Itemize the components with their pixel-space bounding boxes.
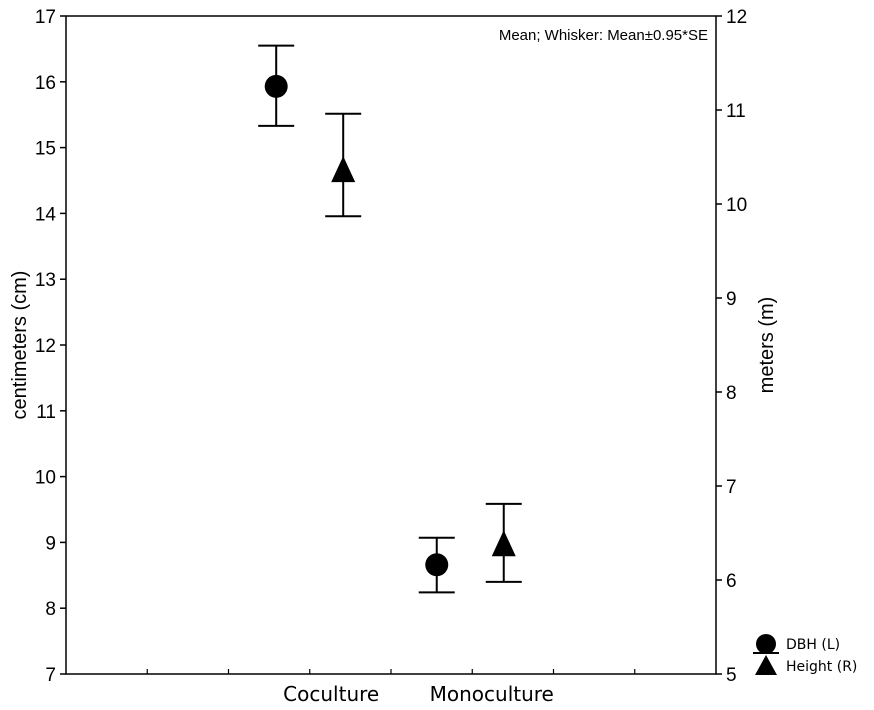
left-tick-label: 16	[35, 73, 56, 94]
right-tick-label: 8	[726, 383, 737, 404]
plot-area-frame	[65, 15, 717, 675]
legend-label: DBH (L)	[786, 637, 840, 653]
data-point-triangle	[491, 530, 516, 557]
left-tick-label: 7	[45, 665, 56, 686]
right-axis-title: meters (m)	[756, 297, 778, 394]
right-tick-label: 12	[726, 7, 747, 28]
right-tick-label: 11	[726, 101, 746, 122]
legend-marker-circle	[756, 634, 776, 654]
right-tick-label: 9	[726, 289, 737, 310]
left-tick-label: 10	[35, 468, 56, 489]
annotation-text: Mean; Whisker: Mean±0.95*SE	[499, 27, 708, 44]
data-point-circle	[264, 74, 288, 98]
category-label: Monoculture	[430, 682, 554, 706]
data-point-triangle	[331, 156, 356, 183]
left-tick-label: 8	[45, 599, 56, 620]
right-axis-ticks: 5 6 7 8 9 10 11 12	[716, 7, 747, 686]
category-label: Coculture	[283, 682, 379, 706]
left-tick-label: 13	[35, 270, 56, 291]
left-tick-label: 14	[35, 204, 57, 225]
legend-label: Height (R)	[786, 659, 857, 675]
left-tick-label: 12	[35, 336, 56, 357]
legend: DBH (L) Height (R)	[753, 634, 857, 675]
left-tick-label: 15	[35, 139, 56, 160]
bottom-axis-ticks: Coculture Monoculture	[146, 669, 636, 706]
right-tick-label: 10	[726, 195, 747, 216]
right-tick-label: 6	[726, 571, 737, 592]
left-tick-label: 9	[45, 533, 56, 554]
left-axis-title: centimeters (cm)	[9, 271, 31, 420]
legend-marker-triangle	[755, 655, 777, 675]
data-marks	[258, 44, 522, 594]
right-tick-label: 5	[726, 665, 737, 686]
data-point-circle	[425, 553, 449, 577]
left-axis-ticks: 7 8 9 10 11 12 13 14 15 16 17	[35, 7, 66, 686]
left-tick-label: 11	[36, 402, 56, 423]
right-tick-label: 7	[726, 477, 737, 498]
left-tick-label: 17	[35, 7, 56, 28]
